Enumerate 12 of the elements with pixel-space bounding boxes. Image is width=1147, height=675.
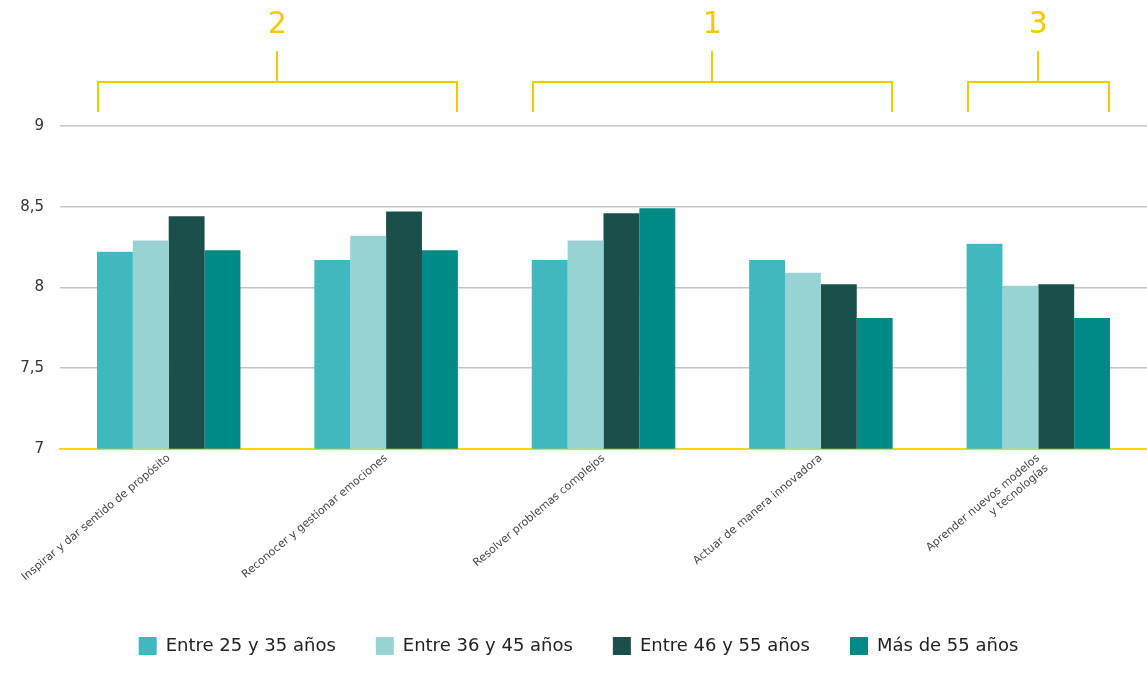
- legend-label: Más de 55 años: [876, 633, 1019, 655]
- y-tick-label: 9: [34, 115, 44, 134]
- legend-label: Entre 25 y 35 años: [165, 633, 336, 655]
- text: 3: [1028, 5, 1048, 40]
- text: 1: [702, 5, 722, 40]
- text: 2: [267, 5, 287, 40]
- legend-label: Entre 36 y 45 años: [402, 633, 573, 655]
- y-tick-label: 7: [34, 438, 44, 457]
- y-tick-label: 8,5: [20, 196, 44, 215]
- y-tick-label: 8: [34, 277, 44, 296]
- legend-label: Entre 46 y 55 años: [639, 633, 810, 655]
- y-tick-label: 7,5: [20, 357, 44, 376]
